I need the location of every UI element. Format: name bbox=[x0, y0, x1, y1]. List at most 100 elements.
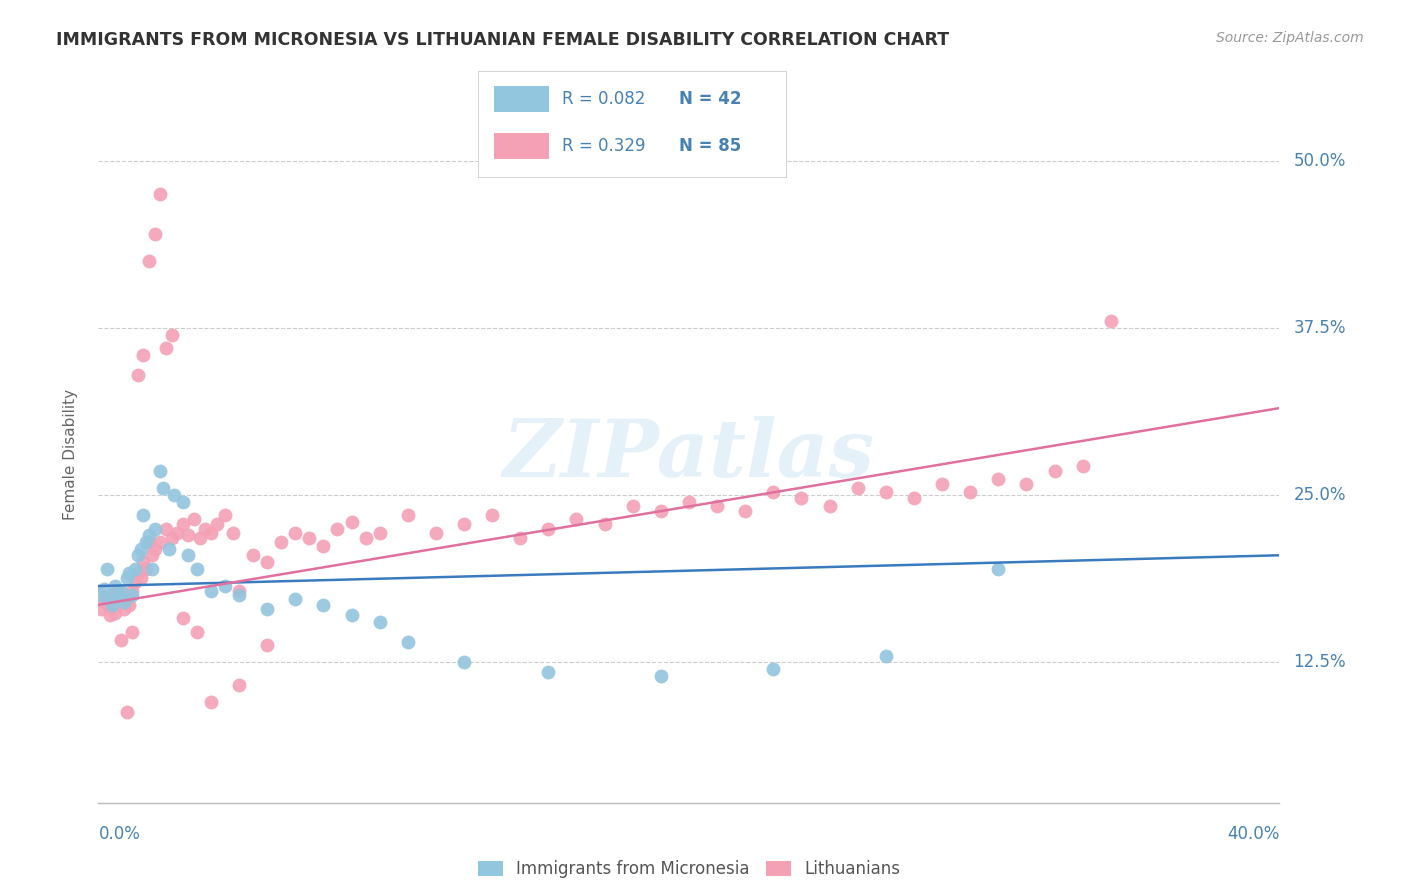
Point bbox=[368, 525, 391, 540]
Point bbox=[256, 602, 278, 616]
Point bbox=[143, 227, 166, 242]
Point bbox=[734, 504, 756, 518]
Point bbox=[152, 482, 174, 496]
Point bbox=[93, 582, 115, 596]
Point bbox=[129, 571, 152, 585]
Point bbox=[188, 531, 211, 545]
Point bbox=[453, 655, 475, 669]
Point bbox=[186, 562, 208, 576]
Point bbox=[107, 584, 129, 599]
Text: Source: ZipAtlas.com: Source: ZipAtlas.com bbox=[1216, 31, 1364, 45]
FancyBboxPatch shape bbox=[478, 71, 787, 178]
Point bbox=[326, 521, 349, 535]
Point bbox=[222, 525, 245, 540]
Point bbox=[115, 705, 138, 719]
Point bbox=[155, 521, 177, 535]
Point bbox=[1099, 314, 1122, 328]
Point bbox=[149, 464, 172, 478]
Point bbox=[1071, 458, 1094, 473]
Point bbox=[115, 571, 138, 585]
Point bbox=[107, 589, 129, 603]
Point bbox=[121, 624, 143, 639]
Point bbox=[149, 535, 172, 549]
Point bbox=[112, 595, 135, 609]
Point bbox=[312, 539, 335, 553]
Text: 25.0%: 25.0% bbox=[1294, 486, 1346, 504]
FancyBboxPatch shape bbox=[494, 134, 550, 159]
Point bbox=[96, 562, 118, 576]
Point bbox=[312, 598, 335, 612]
Point bbox=[157, 541, 180, 556]
Point bbox=[396, 508, 419, 523]
Point bbox=[163, 488, 186, 502]
Point bbox=[98, 608, 121, 623]
Point bbox=[90, 589, 112, 603]
Point bbox=[340, 515, 363, 529]
Point bbox=[141, 548, 163, 563]
Point bbox=[593, 517, 616, 532]
Point bbox=[135, 562, 157, 576]
Point bbox=[368, 615, 391, 630]
Point bbox=[284, 525, 307, 540]
Point bbox=[172, 517, 194, 532]
Point bbox=[284, 592, 307, 607]
Point bbox=[205, 517, 228, 532]
Point bbox=[135, 535, 157, 549]
Point bbox=[194, 521, 217, 535]
FancyBboxPatch shape bbox=[494, 87, 550, 112]
Text: N = 85: N = 85 bbox=[679, 137, 741, 155]
Point bbox=[118, 566, 141, 580]
Point bbox=[537, 521, 560, 535]
Point bbox=[143, 521, 166, 535]
Point bbox=[903, 491, 925, 505]
Point bbox=[650, 669, 672, 683]
Point bbox=[621, 499, 644, 513]
Point bbox=[138, 528, 160, 542]
Point bbox=[228, 584, 250, 599]
Point bbox=[104, 579, 127, 593]
Point bbox=[481, 508, 503, 523]
Point bbox=[166, 525, 188, 540]
Text: 50.0%: 50.0% bbox=[1294, 152, 1346, 169]
Point bbox=[172, 611, 194, 625]
Point bbox=[200, 696, 222, 710]
Point bbox=[1015, 477, 1038, 491]
Point bbox=[762, 662, 785, 676]
Y-axis label: Female Disability: Female Disability bbox=[63, 389, 77, 521]
Point bbox=[143, 541, 166, 556]
Point bbox=[90, 602, 112, 616]
Point bbox=[987, 562, 1010, 576]
Point bbox=[93, 592, 115, 607]
Point bbox=[110, 632, 132, 647]
Point bbox=[121, 589, 143, 603]
Text: 37.5%: 37.5% bbox=[1294, 318, 1346, 337]
Point bbox=[138, 535, 160, 549]
Point bbox=[186, 624, 208, 639]
Point bbox=[110, 584, 132, 599]
Point bbox=[172, 494, 194, 508]
Point bbox=[155, 341, 177, 355]
Point bbox=[256, 638, 278, 652]
Point bbox=[141, 562, 163, 576]
Point bbox=[846, 482, 869, 496]
Point bbox=[101, 589, 124, 603]
Point bbox=[132, 348, 155, 362]
Text: 40.0%: 40.0% bbox=[1227, 825, 1279, 843]
Point bbox=[228, 678, 250, 692]
Point bbox=[270, 535, 292, 549]
Point bbox=[200, 525, 222, 540]
Point bbox=[453, 517, 475, 532]
Point bbox=[160, 531, 183, 545]
Point bbox=[678, 494, 700, 508]
Point bbox=[537, 665, 560, 679]
Point bbox=[132, 555, 155, 569]
Point bbox=[931, 477, 953, 491]
Point bbox=[762, 485, 785, 500]
Text: R = 0.329: R = 0.329 bbox=[561, 137, 645, 155]
Point bbox=[228, 589, 250, 603]
Point bbox=[818, 499, 841, 513]
Point bbox=[124, 575, 146, 590]
Point bbox=[565, 512, 588, 526]
Point bbox=[124, 562, 146, 576]
Point bbox=[127, 548, 149, 563]
